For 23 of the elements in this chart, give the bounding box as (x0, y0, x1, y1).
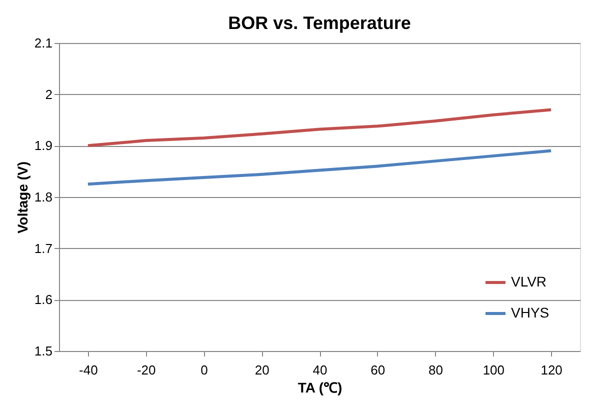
x-tick-label: 20 (254, 362, 270, 378)
y-tick-label: 1.7 (34, 240, 52, 256)
x-tick-label: 60 (370, 362, 386, 378)
y-axis-title: Voltage (V) (14, 161, 30, 234)
x-tick-label: -40 (79, 362, 98, 378)
x-tick-label: -20 (136, 362, 156, 378)
legend-label: VHYS (511, 304, 550, 320)
y-tick-label: 1.8 (34, 190, 52, 204)
x-tick-label: 120 (540, 362, 562, 378)
y-tick-label: 1.6 (34, 292, 52, 308)
x-axis-title: TA (℃) (298, 380, 342, 396)
legend-label: VLVR (511, 274, 547, 290)
x-tick-label: 0 (200, 362, 208, 378)
x-tick-label: 80 (428, 362, 444, 378)
line-series (86, 108, 553, 148)
y-tick-label: 1.9 (34, 138, 52, 154)
line-series (86, 149, 553, 186)
x-tick-label: 40 (312, 362, 328, 378)
y-tick-label: 2 (45, 86, 52, 102)
y-tick-label: 1.5 (34, 344, 52, 358)
chart-title: BOR vs. Temperature (228, 13, 411, 33)
x-tick-label: 100 (482, 362, 505, 378)
y-tick-label: 2.1 (34, 36, 52, 50)
